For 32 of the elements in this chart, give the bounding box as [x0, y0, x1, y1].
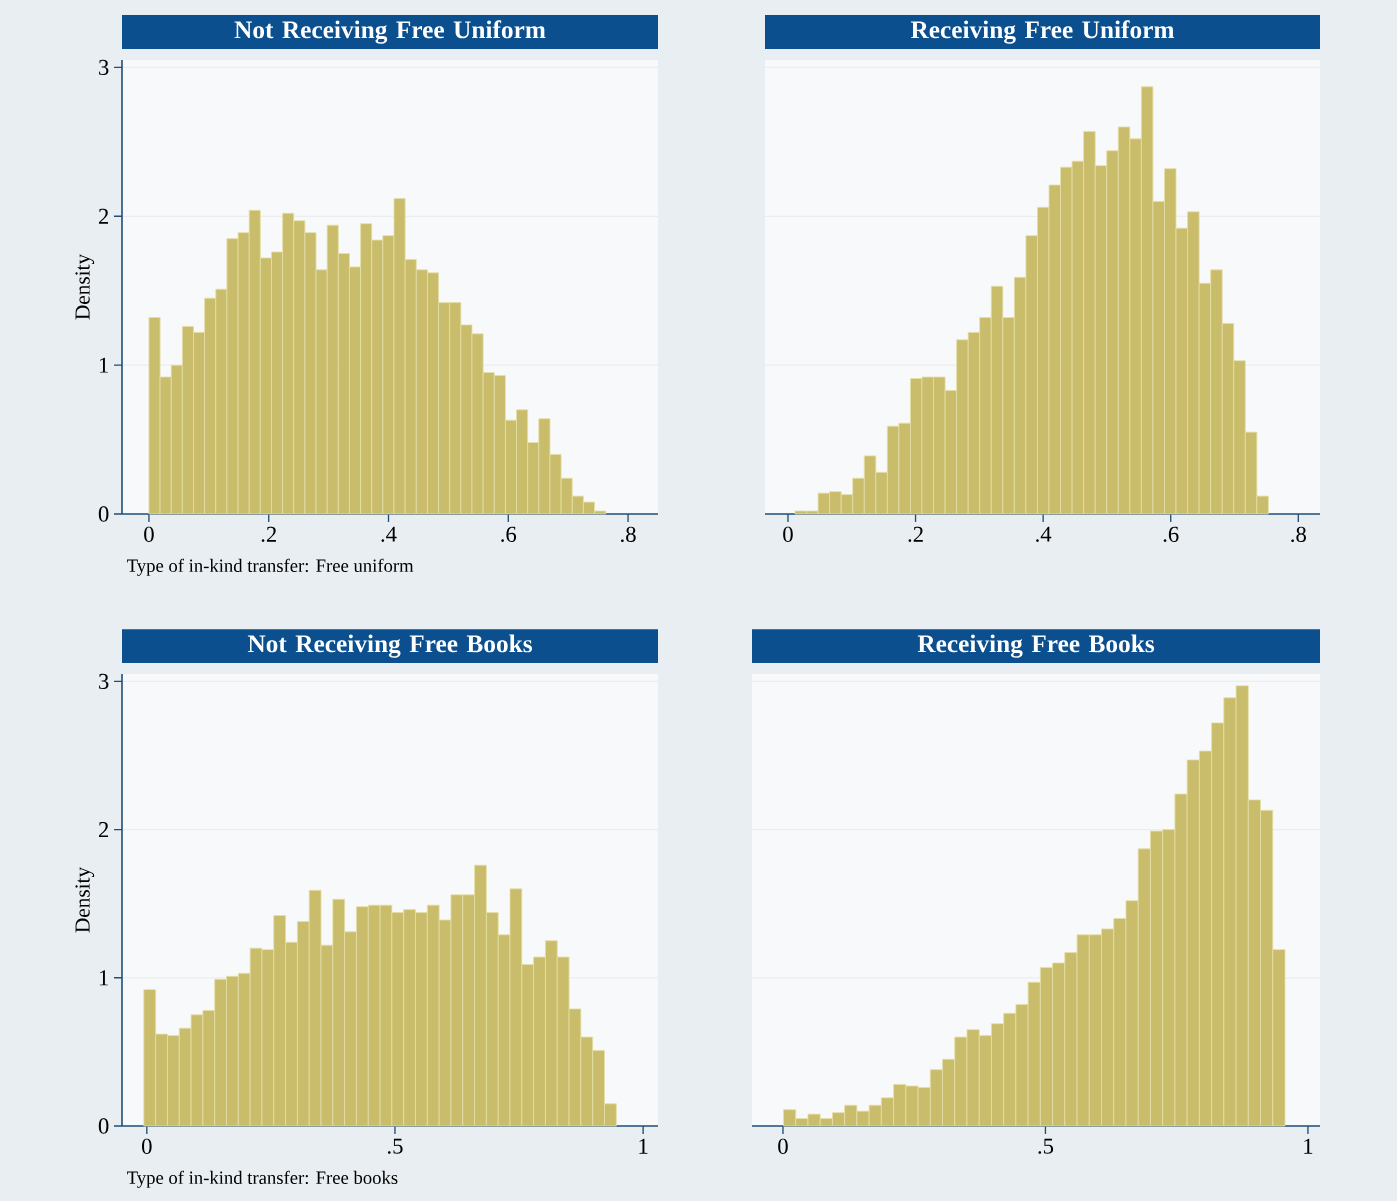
x-tick-label: .6 [1163, 526, 1179, 543]
x-tick-label: .5 [1038, 1138, 1054, 1154]
x-tick-label: .8 [621, 526, 636, 543]
x-tick-label: .8 [1291, 526, 1306, 543]
x-tick-label: .6 [501, 526, 517, 543]
chart-title: Not Receiving Free Books [247, 634, 532, 658]
y-tick-label: 0 [98, 506, 109, 522]
y-tick-label: 2 [98, 822, 109, 838]
x-tick-label: 1 [1304, 1138, 1313, 1154]
x-tick-label: .2 [261, 526, 276, 543]
x-tick-label: .4 [381, 526, 397, 542]
x-tick-label: 0 [142, 1138, 152, 1154]
x-axis-title: Type of in-kind transfer: Free books [127, 1170, 398, 1188]
y-tick-label: 1 [99, 357, 108, 373]
chart-title: Receiving Free Books [917, 634, 1155, 658]
y-tick-label: 2 [98, 208, 109, 224]
y-tick-label: 0 [98, 1118, 109, 1134]
x-tick-label: .4 [1036, 526, 1052, 542]
y-tick-label: 1 [99, 970, 108, 986]
y-axis-title: Density [75, 253, 95, 320]
y-tick-label: 3 [99, 59, 109, 76]
x-tick-label: 0 [144, 526, 154, 542]
x-tick-label: 0 [783, 526, 793, 542]
x-tick-label: .2 [908, 526, 923, 543]
x-tick-label: 0 [778, 1138, 788, 1154]
y-tick-label: 3 [99, 673, 109, 690]
x-axis-title: Type of in-kind transfer: Free uniform [127, 558, 414, 576]
x-tick-label: 1 [639, 1138, 648, 1154]
x-tick-label: .5 [387, 1138, 403, 1154]
chart-title: Receiving Free Uniform [910, 20, 1175, 44]
chart-title: Not Receiving Free Uniform [234, 20, 546, 44]
y-axis-title: Density [75, 866, 95, 933]
